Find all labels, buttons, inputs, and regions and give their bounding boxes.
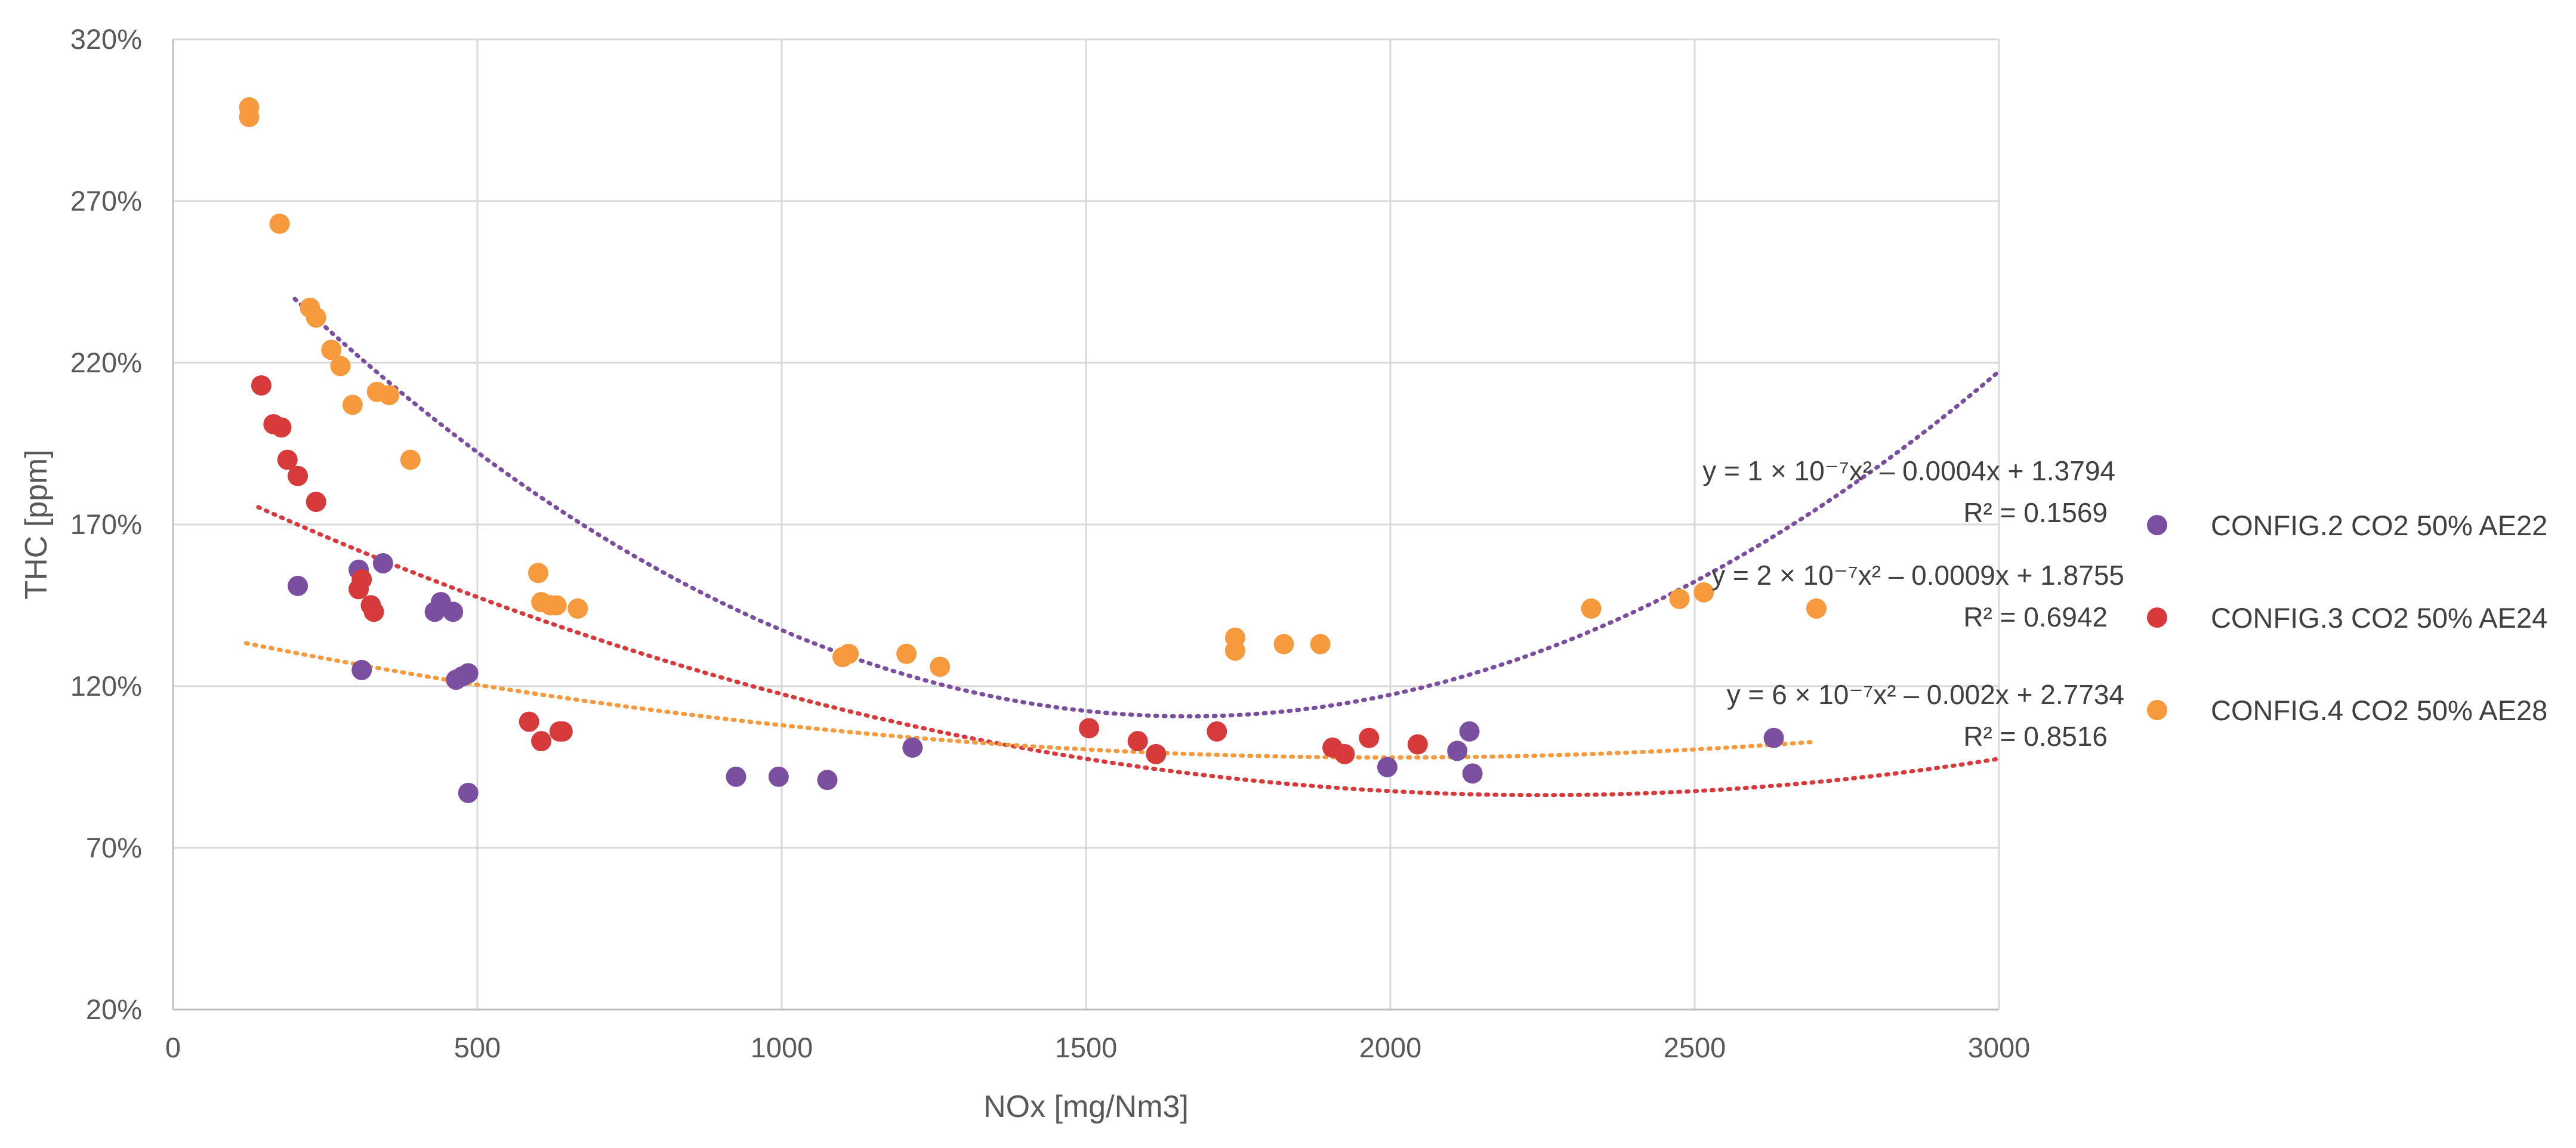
- data-point-series-3: [1310, 634, 1331, 655]
- data-point-series-3: [1669, 588, 1690, 609]
- trendline-series-1: [292, 297, 2001, 718]
- data-point-series-1: [443, 601, 464, 622]
- data-point-series-1: [1377, 757, 1397, 777]
- trendline-equation-series-2: y = 2 × 10⁻⁷x² – 0.0009x + 1.8755: [1711, 560, 2124, 591]
- data-point-series-1: [726, 766, 746, 787]
- x-tick-label: 1000: [751, 1032, 813, 1063]
- data-point-series-1: [1462, 763, 1483, 784]
- data-point-series-3: [546, 595, 567, 616]
- data-point-series-2: [1334, 743, 1355, 764]
- data-point-series-3: [321, 340, 342, 360]
- y-tick-label: 270%: [70, 185, 142, 217]
- data-point-series-2: [1079, 718, 1100, 739]
- data-point-series-3: [239, 107, 260, 128]
- data-point-series-2: [306, 492, 326, 513]
- legend-marker-series-3: [2147, 700, 2167, 720]
- data-point-series-2: [1127, 731, 1148, 752]
- data-point-series-3: [896, 643, 917, 664]
- data-point-series-1: [1763, 727, 1784, 748]
- trendlines: [243, 297, 2001, 798]
- data-point-series-3: [930, 656, 951, 677]
- y-tick-label: 70%: [86, 832, 142, 863]
- trendline-series-2: [256, 505, 2001, 798]
- x-tick-label: 3000: [1968, 1032, 2031, 1063]
- trendline-r2-series-2: R² = 0.6942: [1963, 601, 2108, 632]
- data-point-series-3: [269, 213, 290, 234]
- trendline-r2-series-1: R² = 0.8516: [1963, 721, 2108, 752]
- grid: [173, 38, 2000, 1011]
- trendline-equation-series-1: y = 6 × 10⁻⁷x² – 0.002x + 2.7734: [1727, 679, 2124, 710]
- data-point-series-2: [519, 711, 539, 732]
- data-point-series-2: [531, 731, 552, 752]
- data-point-series-1: [458, 663, 479, 684]
- trendline-equations: y = 6 × 10⁻⁷x² – 0.002x + 2.7734 R² = 0.8…: [1702, 455, 2124, 752]
- data-point-series-3: [567, 598, 588, 619]
- data-point-series-3: [838, 643, 859, 664]
- y-tick-label: 20%: [86, 993, 142, 1025]
- data-point-series-2: [363, 601, 384, 622]
- data-point-series-3: [1273, 634, 1294, 655]
- data-point-series-3: [528, 563, 548, 584]
- data-point-series-3: [306, 307, 326, 328]
- data-point-series-2: [277, 449, 298, 470]
- data-point-series-3: [400, 449, 421, 470]
- data-point-series-3: [1224, 640, 1245, 661]
- trendline-equation-series-3: y = 1 × 10⁻⁷x² – 0.0004x + 1.3794: [1702, 455, 2115, 486]
- data-point-series-2: [288, 465, 308, 486]
- data-point-series-3: [342, 394, 363, 415]
- data-point-series-2: [1207, 721, 1227, 742]
- data-point-series-3: [379, 385, 400, 406]
- x-axis-title: NOx [mg/Nm3]: [983, 1090, 1189, 1124]
- data-point-series-1: [902, 737, 923, 758]
- data-point-series-2: [1146, 743, 1167, 764]
- data-point-series-2: [351, 569, 372, 590]
- y-axis-title: THC [ppm]: [19, 449, 54, 599]
- data-point-series-3: [330, 356, 351, 377]
- legend: CONFIG.2 CO2 50% AE22 CONFIG.3 CO2 50% AE…: [2147, 510, 2547, 726]
- legend-label-series-3: CONFIG.4 CO2 50% AE28: [2211, 695, 2547, 726]
- data-point-series-2: [1407, 734, 1428, 755]
- axes: 0 500 1000 1500 2000 2500 3000 20% 70% 120% 170% 22…: [19, 23, 2030, 1124]
- data-point-series-3: [1806, 598, 1827, 619]
- data-point-series-1: [458, 782, 479, 803]
- data-point-series-3: [1693, 582, 1714, 603]
- data-point-series-1: [1447, 740, 1468, 761]
- data-point-series-2: [1359, 727, 1380, 748]
- x-tick-label: 500: [454, 1032, 501, 1063]
- legend-label-series-1: CONFIG.2 CO2 50% AE22: [2211, 510, 2547, 541]
- trendline-r2-series-3: R² = 0.1569: [1963, 497, 2108, 528]
- data-point-series-1: [351, 659, 372, 680]
- y-tick-label: 170%: [70, 508, 142, 540]
- data-point-series-2: [271, 417, 292, 438]
- trendline-series-3: [243, 641, 1819, 760]
- legend-label-series-2: CONFIG.3 CO2 50% AE24: [2211, 602, 2547, 634]
- x-tick-label: 1500: [1055, 1032, 1118, 1063]
- data-point-series-1: [372, 553, 393, 574]
- x-tick-label: 0: [165, 1032, 181, 1063]
- x-tick-label: 2000: [1359, 1032, 1422, 1063]
- legend-marker-series-2: [2147, 607, 2167, 628]
- y-tick-label: 120%: [70, 670, 142, 702]
- data-point-series-1: [817, 770, 838, 791]
- legend-marker-series-1: [2147, 515, 2167, 535]
- data-points: [239, 97, 1827, 803]
- data-point-series-2: [251, 375, 272, 396]
- data-point-series-1: [1459, 721, 1480, 742]
- y-tick-label: 220%: [70, 347, 142, 378]
- data-point-series-1: [288, 575, 308, 596]
- data-point-series-2: [552, 721, 573, 742]
- data-point-series-3: [1581, 598, 1602, 619]
- y-tick-label: 320%: [70, 23, 142, 55]
- data-point-series-1: [768, 766, 789, 787]
- x-tick-label: 2500: [1664, 1032, 1726, 1063]
